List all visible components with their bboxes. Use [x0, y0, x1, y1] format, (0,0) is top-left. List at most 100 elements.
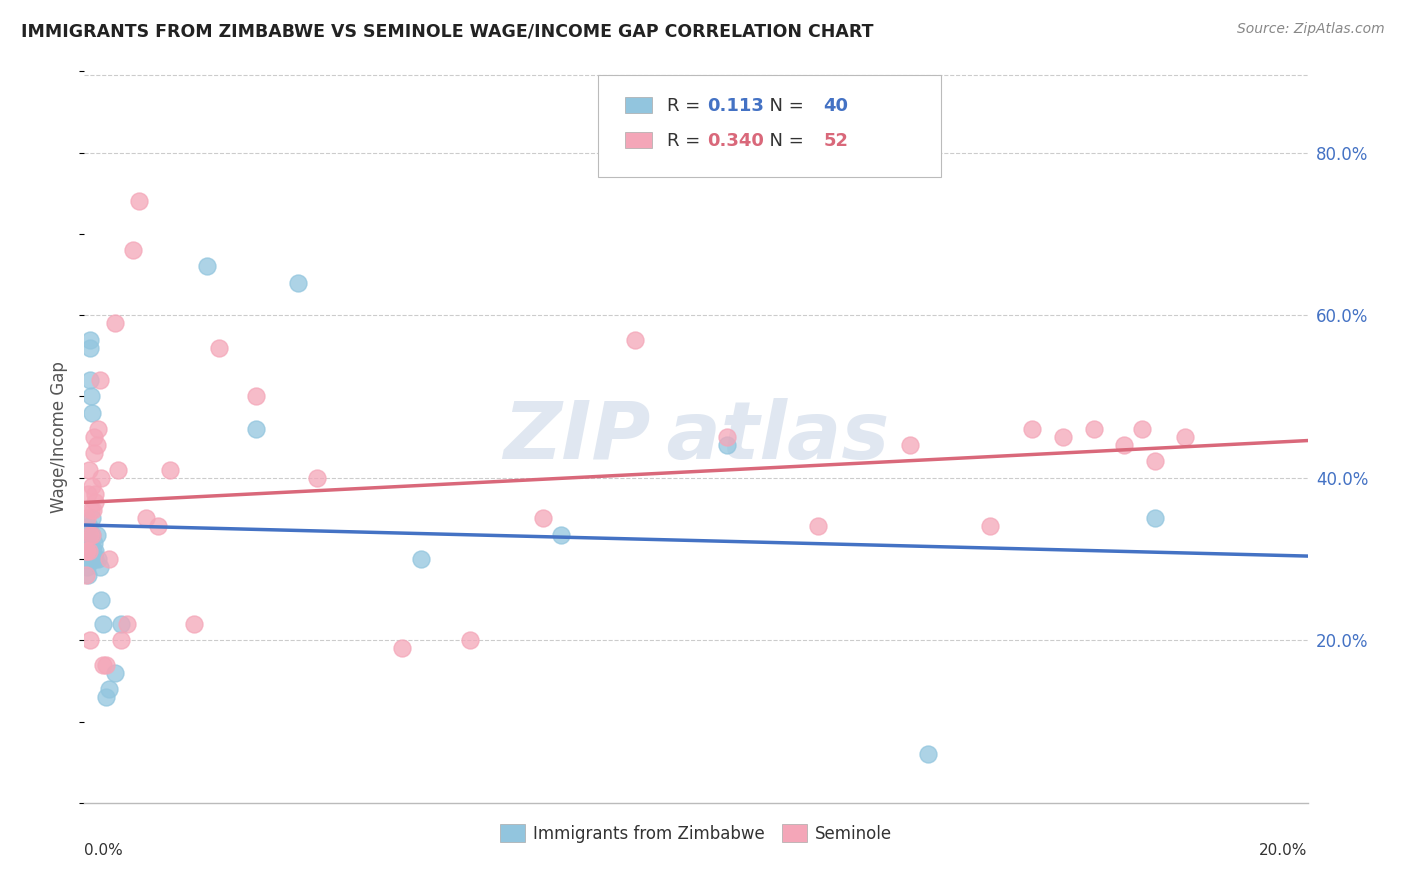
Point — [83, 446, 105, 460]
Point — [79, 633, 101, 648]
Point — [1083, 422, 1105, 436]
Point — [80, 511, 103, 525]
Point — [122, 243, 145, 257]
Point — [83, 535, 105, 549]
Point — [94, 690, 117, 705]
Point — [76, 511, 98, 525]
Point — [77, 544, 100, 558]
Text: N =: N = — [758, 132, 810, 150]
Point — [82, 503, 104, 517]
FancyBboxPatch shape — [626, 132, 652, 148]
Point — [82, 544, 104, 558]
Point — [80, 527, 103, 541]
Point — [79, 333, 101, 347]
Point — [104, 316, 127, 330]
Point — [716, 438, 738, 452]
Point — [1114, 438, 1136, 452]
Point — [128, 194, 150, 209]
Point — [79, 527, 101, 541]
Text: ZIP atlas: ZIP atlas — [503, 398, 889, 476]
Point — [245, 389, 267, 403]
Point — [305, 471, 328, 485]
Text: R =: R = — [666, 132, 706, 150]
Point — [110, 617, 132, 632]
Point — [77, 519, 100, 533]
Point — [80, 406, 103, 420]
Point — [195, 260, 218, 274]
Point — [86, 438, 108, 452]
Point — [807, 519, 830, 533]
Point — [77, 544, 100, 558]
Point — [94, 657, 117, 672]
Point — [287, 276, 309, 290]
Text: 40: 40 — [823, 96, 848, 115]
Point — [83, 552, 105, 566]
Point — [979, 519, 1001, 533]
Point — [110, 633, 132, 648]
Point — [146, 519, 169, 533]
Point — [1143, 454, 1166, 468]
Point — [89, 560, 111, 574]
Point — [75, 568, 97, 582]
Text: 0.0%: 0.0% — [84, 843, 124, 858]
Point — [83, 544, 105, 558]
Point — [898, 438, 921, 452]
Point — [409, 552, 432, 566]
Point — [1143, 511, 1166, 525]
Point — [624, 333, 647, 347]
Point — [91, 617, 114, 632]
Point — [77, 487, 100, 501]
Point — [1052, 430, 1074, 444]
Point — [75, 527, 97, 541]
Point — [115, 617, 138, 632]
Point — [89, 373, 111, 387]
Point — [77, 568, 100, 582]
Point — [84, 552, 107, 566]
Point — [77, 462, 100, 476]
Point — [183, 617, 205, 632]
Point — [391, 641, 413, 656]
Point — [90, 471, 112, 485]
Point — [83, 487, 105, 501]
Point — [245, 422, 267, 436]
Text: N =: N = — [758, 96, 810, 115]
Point — [135, 511, 157, 525]
Text: IMMIGRANTS FROM ZIMBABWE VS SEMINOLE WAGE/INCOME GAP CORRELATION CHART: IMMIGRANTS FROM ZIMBABWE VS SEMINOLE WAG… — [21, 22, 873, 40]
Point — [917, 747, 939, 761]
Point — [77, 552, 100, 566]
Point — [90, 592, 112, 607]
Point — [84, 495, 107, 509]
Point — [80, 389, 103, 403]
Text: 52: 52 — [823, 132, 848, 150]
Y-axis label: Wage/Income Gap: Wage/Income Gap — [51, 361, 69, 513]
FancyBboxPatch shape — [626, 97, 652, 113]
Point — [82, 479, 104, 493]
Point — [550, 527, 572, 541]
Text: 20.0%: 20.0% — [1260, 843, 1308, 858]
Text: 0.340: 0.340 — [707, 132, 763, 150]
Point — [91, 657, 114, 672]
Point — [208, 341, 231, 355]
Point — [75, 544, 97, 558]
Point — [97, 681, 120, 696]
Point — [97, 552, 120, 566]
Point — [107, 462, 129, 476]
Point — [82, 527, 104, 541]
Point — [75, 544, 97, 558]
Text: R =: R = — [666, 96, 706, 115]
Point — [159, 462, 181, 476]
Point — [716, 430, 738, 444]
Legend: Immigrants from Zimbabwe, Seminole: Immigrants from Zimbabwe, Seminole — [494, 818, 898, 849]
Point — [80, 503, 103, 517]
Point — [76, 560, 98, 574]
Point — [87, 552, 110, 566]
Text: Source: ZipAtlas.com: Source: ZipAtlas.com — [1237, 22, 1385, 37]
Point — [86, 527, 108, 541]
Point — [77, 535, 100, 549]
Point — [76, 544, 98, 558]
Point — [87, 422, 110, 436]
Text: 0.113: 0.113 — [707, 96, 763, 115]
Point — [79, 341, 101, 355]
Point — [76, 535, 98, 549]
Point — [1021, 422, 1043, 436]
